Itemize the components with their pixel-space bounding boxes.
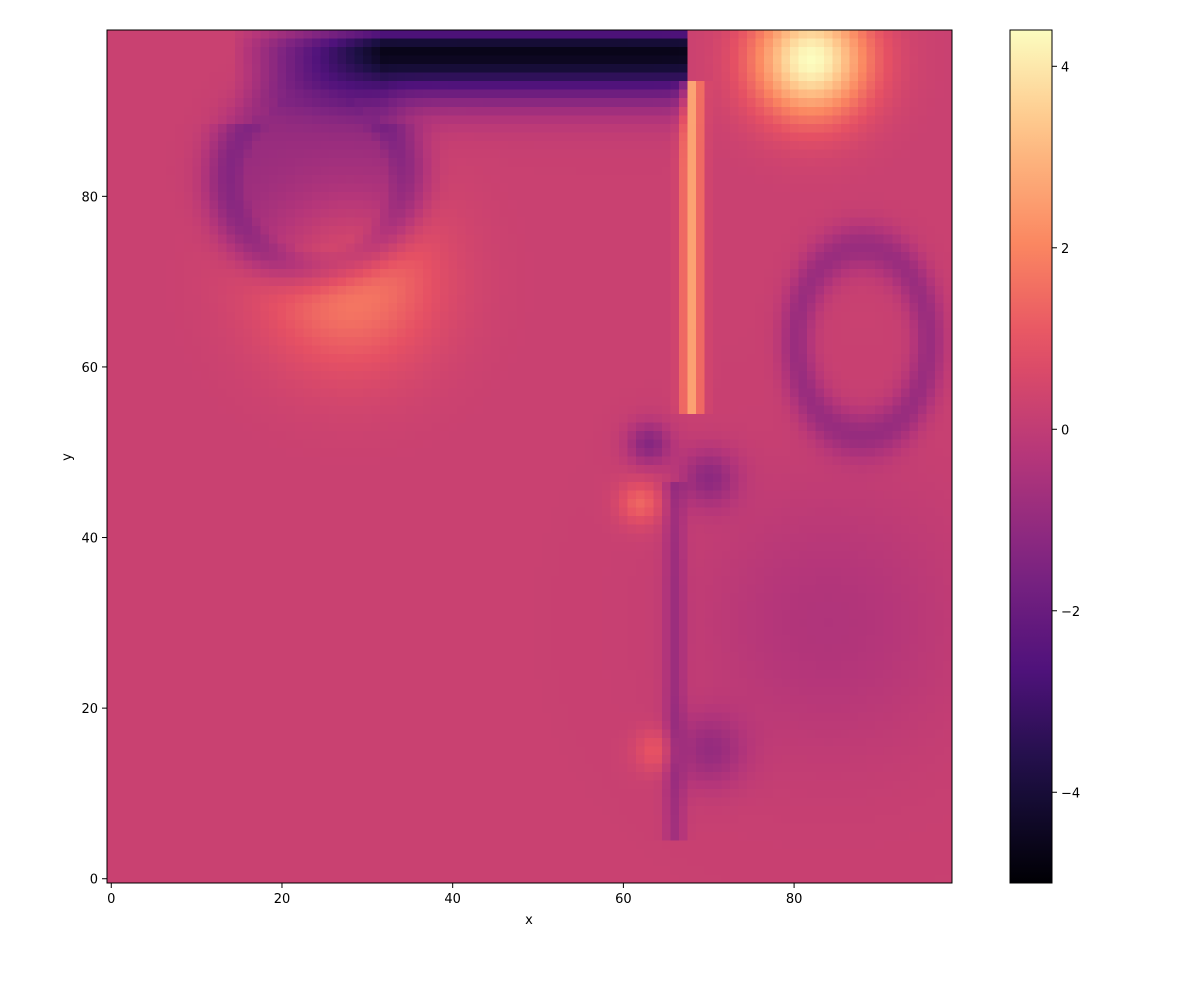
x-axis-label: x <box>525 913 533 928</box>
colorbar-tick-label: 4 <box>1061 60 1069 75</box>
y-tick-label: 80 <box>81 190 98 205</box>
plot-frame <box>106 29 953 884</box>
y-axis-label: y <box>60 453 75 461</box>
colorbar-frame <box>1009 29 1053 884</box>
x-axis: 0 20 40 60 80 <box>107 883 802 907</box>
y-axis: 0 20 40 60 80 <box>81 190 107 888</box>
colorbar-gradient <box>1010 30 1052 883</box>
x-tick-label: 20 <box>274 892 291 907</box>
x-tick-label: 60 <box>615 892 632 907</box>
x-tick-label: 0 <box>107 892 115 907</box>
heatmap-plot-area <box>106 29 953 884</box>
heatmap-image <box>107 30 952 883</box>
colorbar-tick-label: 2 <box>1061 242 1069 257</box>
colorbar: −4 −2 0 2 4 <box>1009 29 1080 884</box>
colorbar-tick-label: −2 <box>1061 605 1080 620</box>
colorbar-ticks: −4 −2 0 2 4 <box>1052 60 1080 801</box>
x-tick-label: 40 <box>444 892 461 907</box>
x-tick-label: 80 <box>786 892 803 907</box>
y-tick-label: 40 <box>81 532 98 547</box>
y-tick-label: 60 <box>81 361 98 376</box>
y-tick-label: 20 <box>81 702 98 717</box>
colorbar-tick-label: −4 <box>1061 786 1080 801</box>
colorbar-tick-label: 0 <box>1061 423 1069 438</box>
y-tick-label: 0 <box>90 873 98 888</box>
